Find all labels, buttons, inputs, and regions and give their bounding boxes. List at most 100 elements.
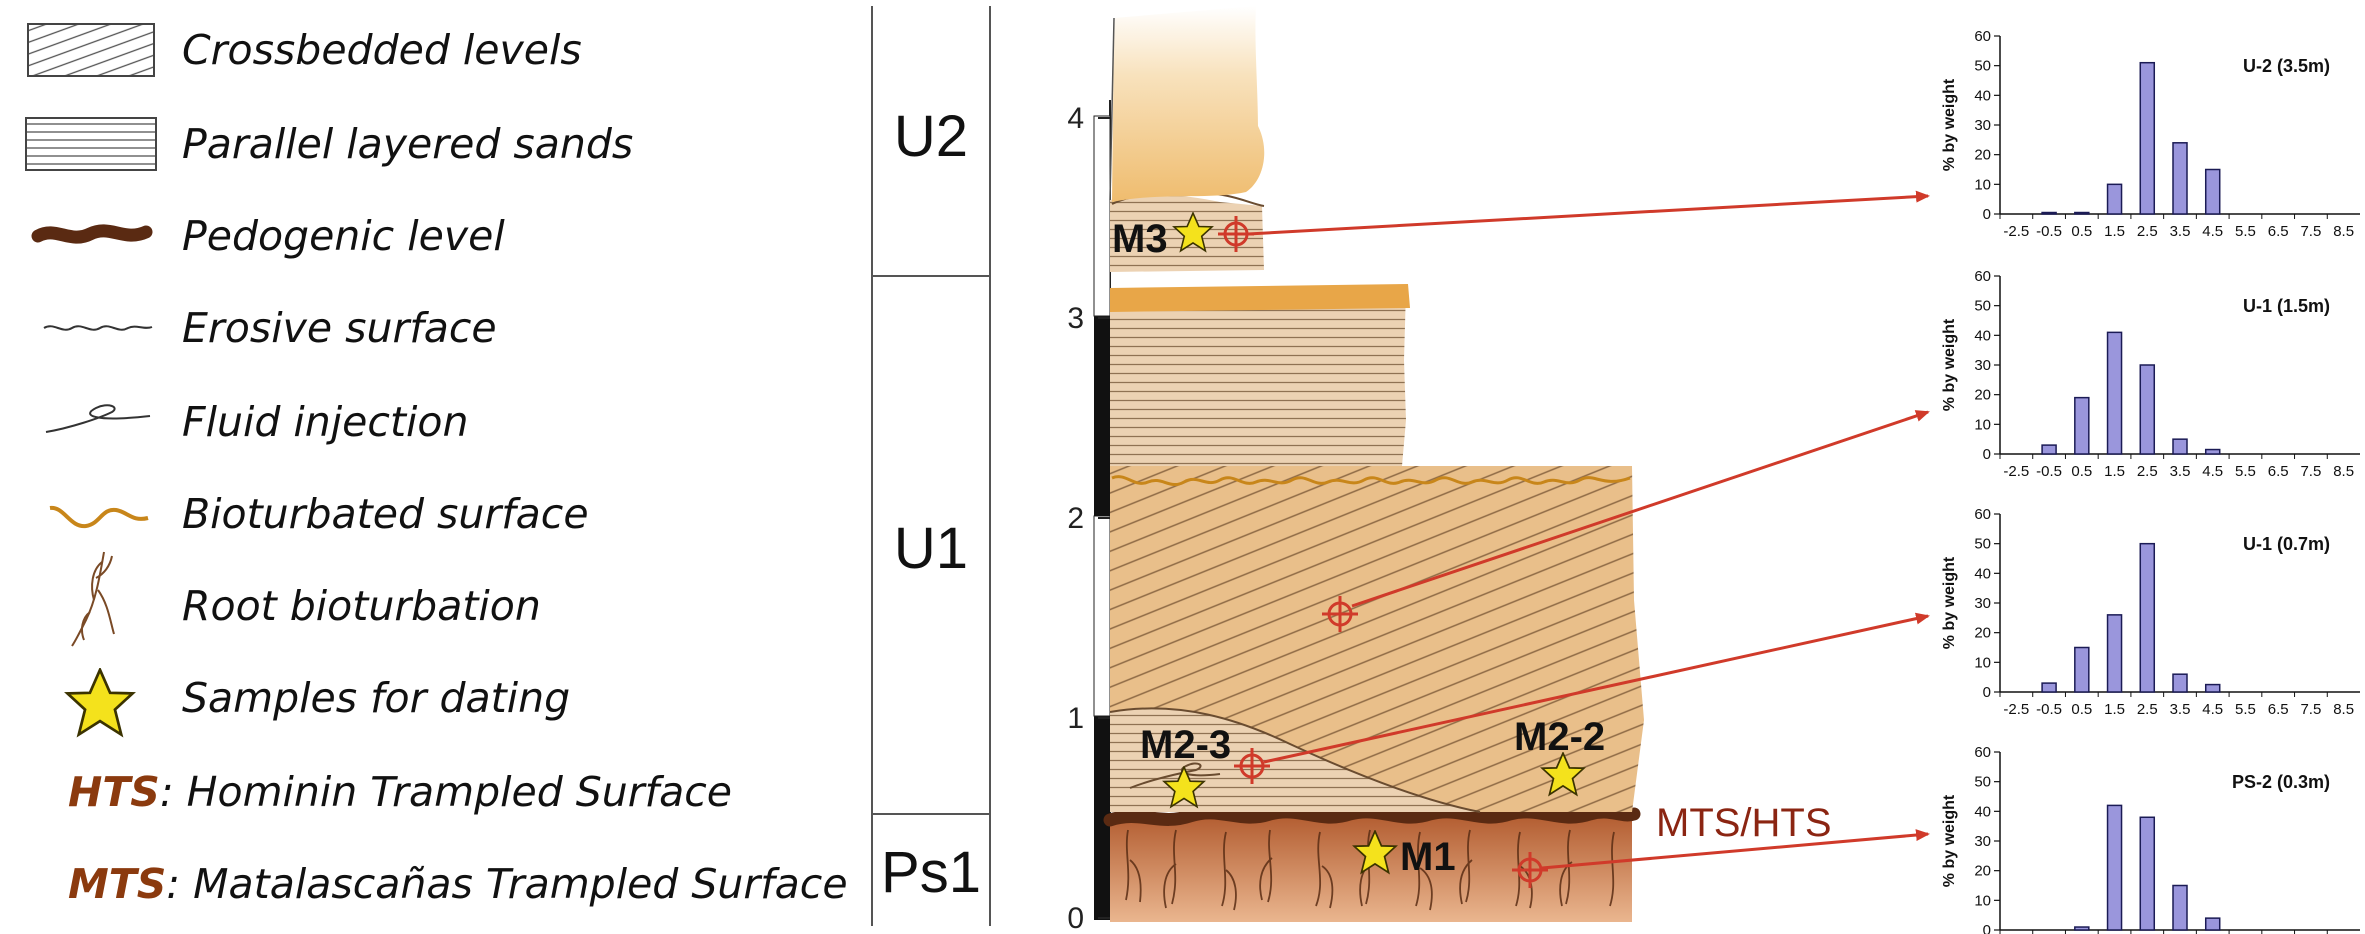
y-tick-label: 40 (1974, 803, 1991, 820)
y-tick-label: 10 (1974, 892, 1991, 909)
crossbedded-swatch-icon (27, 23, 155, 77)
x-tick-label: 0.5 (2071, 701, 2092, 718)
sample-label-m2-2: M2-2 (1514, 715, 1605, 759)
abbr-mts-text: : Matalascañas Trampled Surface (166, 860, 847, 908)
y-tick-label: 0 (1983, 206, 1991, 223)
bar-1.5 (2106, 614, 2123, 693)
histogram-3: 0 10 20 30 40 50 60 -2.5 -0.5 0.5 1.5 2.5 3.5 4.5 5.5 6… (1941, 506, 2360, 718)
y-tick-label: 30 (1974, 833, 1991, 850)
bioturbated-line-icon (49, 505, 149, 529)
x-tick-label: 6.5 (2268, 463, 2289, 480)
unit-column: U2 U1 Ps1 (871, 6, 991, 926)
x-tick-label: 8.5 (2333, 223, 2354, 240)
x-tick-label: 5.5 (2235, 701, 2256, 718)
x-tick-label: 3.5 (2170, 223, 2191, 240)
u1-lower-parallel-lens (1110, 708, 1480, 812)
surface-label-mts-hts: MTS/HTS (1656, 801, 1832, 845)
y-tick-label: 20 (1974, 147, 1991, 164)
ps1-soil-layer (1110, 818, 1632, 922)
bar-1.5 (2106, 804, 2123, 931)
sample-label-m2-3: M2-3 (1140, 723, 1231, 767)
y-tick-label: 60 (1974, 506, 1991, 523)
abbreviation-mts: MTS: Matalascañas Trampled Surface (68, 860, 848, 908)
scale-tick-1: 1 (1067, 702, 1084, 735)
y-tick-label: 40 (1974, 565, 1991, 582)
y-tick-label: 10 (1974, 176, 1991, 193)
x-tick-label: -0.5 (2036, 701, 2062, 718)
x-tick-label: 3.5 (2170, 701, 2191, 718)
x-tick-label: -0.5 (2036, 223, 2062, 240)
abbreviation-hts: HTS: Hominin Trampled Surface (68, 768, 732, 816)
y-tick-label: 20 (1974, 387, 1991, 404)
y-tick-label: 10 (1974, 654, 1991, 671)
x-tick-label: 0.5 (2071, 463, 2092, 480)
bar-0.5 (2074, 396, 2090, 455)
bar-0.5 (2074, 926, 2090, 931)
y-axis-label: % by weight (1941, 556, 1958, 649)
unit-label-ps1: Ps1 (881, 840, 981, 905)
unit-label-u1: U1 (894, 516, 968, 581)
chart-title: U-2 (3.5m) (2243, 56, 2330, 76)
erosive-line-icon (43, 325, 153, 331)
x-tick-label: -2.5 (2003, 463, 2029, 480)
histogram-4: 0 10 20 30 40 50 60 PS-2 (0.3m) % by weight (1941, 744, 2360, 934)
abbr-hts-text: : Hominin Trampled Surface (160, 768, 732, 816)
bar-2.5 (2139, 816, 2156, 931)
x-tick-label: 6.5 (2268, 223, 2289, 240)
histogram-2: 0 10 20 30 40 50 60 -2.5 -0.5 0.5 1.5 2.5 3.5 4.5 5.5 6… (1941, 268, 2360, 480)
y-tick-label: 30 (1974, 357, 1991, 374)
abbr-hts: HTS (68, 768, 160, 816)
bar-1.5 (2106, 183, 2123, 215)
x-tick-label: 6.5 (2268, 701, 2289, 718)
y-tick-label: 20 (1974, 863, 1991, 880)
scale-tick-0: 0 (1067, 902, 1084, 934)
histogram-1: 0 10 20 30 40 50 60 -2.5 -0.5 0.5 1.5 2.5 3.5 4.5 5.5 6… (1941, 28, 2360, 240)
arrow-m2-3-to-chart3 (1263, 612, 1930, 764)
erosive-surface-lower (1109, 707, 1481, 813)
x-tick-label: 1.5 (2104, 463, 2125, 480)
star-icon (66, 668, 134, 736)
bar-3.5 (2172, 673, 2188, 693)
y-tick-label: 60 (1974, 28, 1991, 45)
legend-label-bioturbated: Bioturbated surface (182, 490, 589, 538)
y-tick-label: 0 (1983, 922, 1991, 934)
legend-label-samples: Samples for dating (182, 674, 570, 722)
bar-3.5 (2172, 142, 2188, 215)
arrow-u1-to-chart2 (1351, 410, 1930, 608)
x-tick-label: 8.5 (2333, 463, 2354, 480)
legend-label-erosive: Erosive surface (182, 304, 497, 352)
legend-label-parallel: Parallel layered sands (182, 120, 633, 168)
x-tick-label: 2.5 (2137, 463, 2158, 480)
x-tick-label: 8.5 (2333, 701, 2354, 718)
scale-tick-2: 2 (1067, 502, 1084, 535)
y-tick-label: 30 (1974, 117, 1991, 134)
bar--0.5 (2041, 444, 2057, 455)
chart-title: U-1 (1.5m) (2243, 296, 2330, 316)
chart-title: U-1 (0.7m) (2243, 534, 2330, 554)
bar-3.5 (2172, 884, 2188, 931)
y-tick-label: 50 (1974, 298, 1991, 315)
depth-scale: 0 1 2 3 4 (1067, 100, 1111, 934)
x-tick-label: 7.5 (2300, 223, 2321, 240)
root-icon (71, 551, 115, 647)
sample-label-m1: M1 (1400, 835, 1456, 879)
y-tick-label: 60 (1974, 744, 1991, 761)
arrow-ps1-to-chart4 (1541, 829, 1930, 870)
x-tick-label: 5.5 (2235, 223, 2256, 240)
scale-tick-3: 3 (1067, 302, 1084, 335)
bioturbated-band-upper (1110, 284, 1410, 312)
y-tick-label: 0 (1983, 446, 1991, 463)
bar-0.5 (2074, 646, 2090, 693)
sample-label-m3: M3 (1112, 217, 1168, 261)
pedogenic-level (1103, 805, 1641, 827)
x-tick-label: 3.5 (2170, 463, 2191, 480)
y-tick-label: 0 (1983, 684, 1991, 701)
x-tick-label: -2.5 (2003, 223, 2029, 240)
y-axis-label: % by weight (1941, 318, 1958, 411)
y-axis-label: % by weight (1941, 794, 1958, 887)
stratigraphic-section: M3 M2-3 M2-2 M1 MTS/HTS (1103, 6, 1832, 922)
bar-2.5 (2139, 61, 2156, 215)
legend-label-root: Root bioturbation (182, 582, 541, 630)
bar--0.5 (2041, 682, 2057, 693)
